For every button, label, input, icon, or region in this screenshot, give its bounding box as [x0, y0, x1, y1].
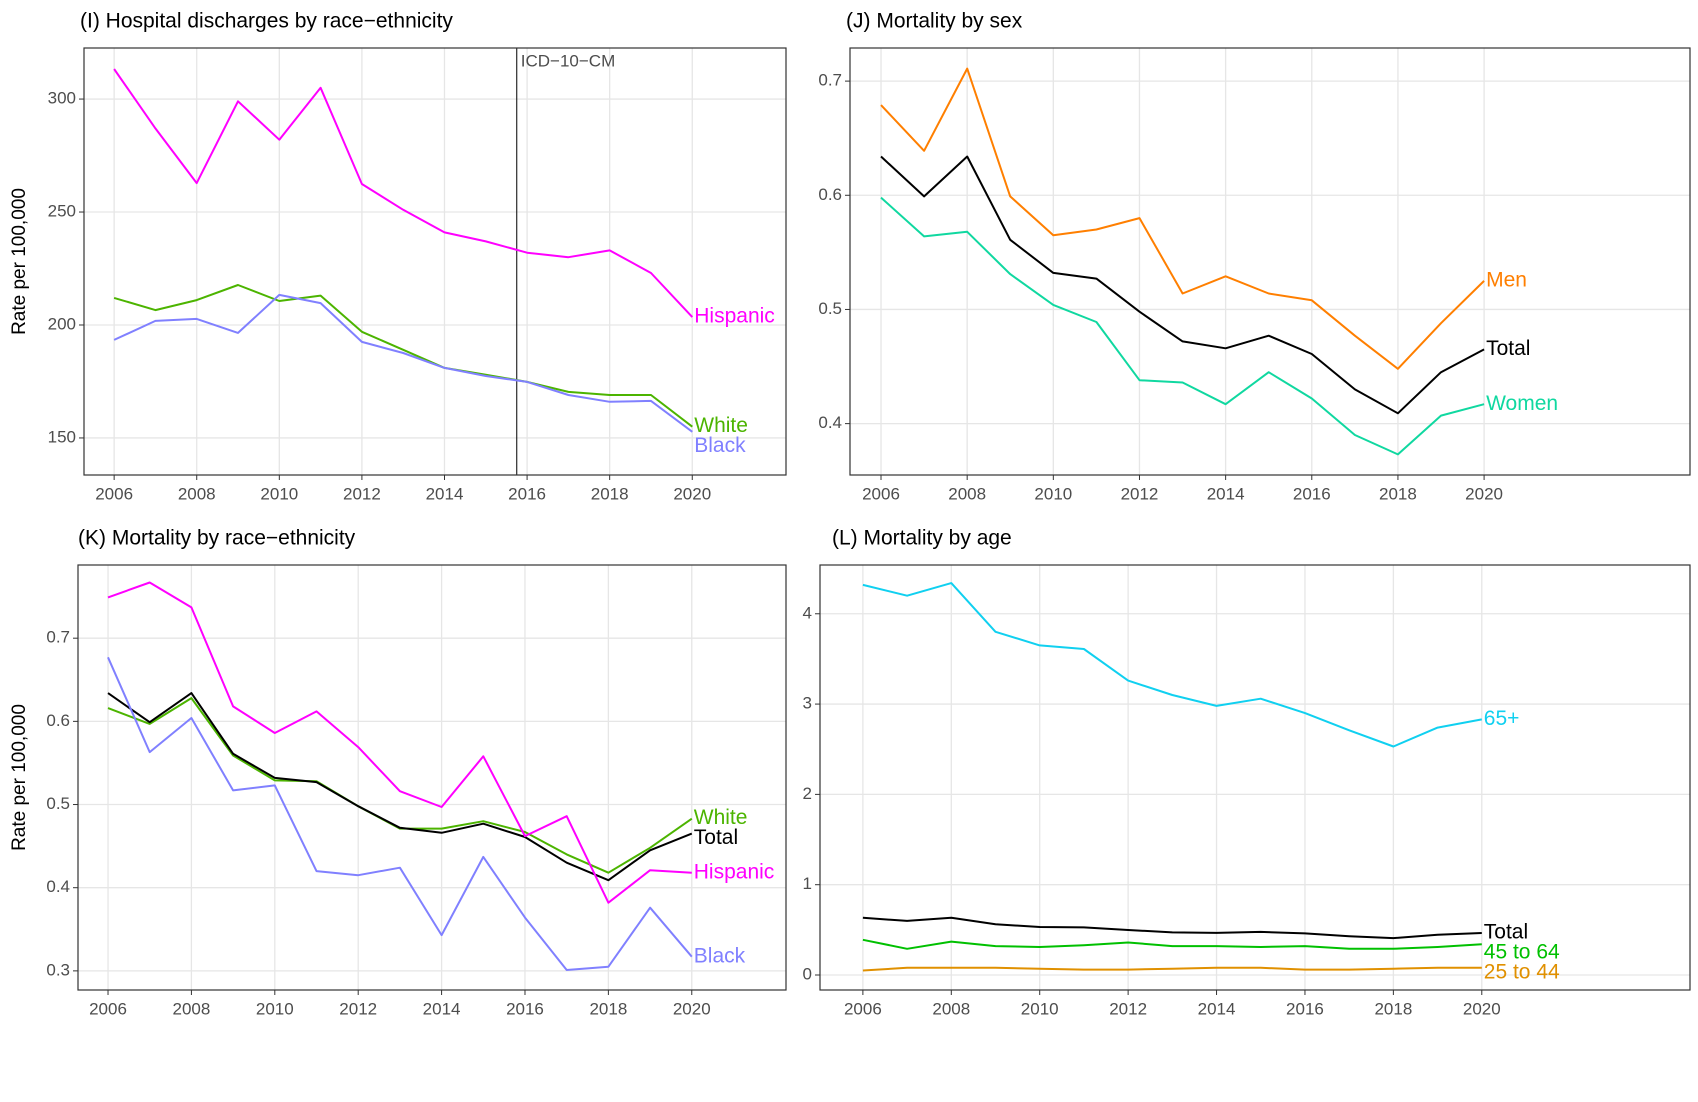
x-tick-label: 2014 — [426, 484, 464, 503]
annotation: ICD−10−CM — [521, 51, 615, 70]
panel-border — [819, 564, 1691, 991]
y-tick-label: 0.6 — [818, 185, 842, 204]
x-tick-label: 2006 — [844, 999, 882, 1018]
x-tick-label: 2018 — [1374, 999, 1412, 1018]
x-tick-label: 2010 — [256, 999, 294, 1018]
y-tick-label: 0.5 — [46, 794, 70, 813]
panel: (I) Hospital discharges by race−ethnicit… — [9, 10, 787, 503]
x-tick-label: 2014 — [423, 999, 461, 1018]
panel-title: (I) Hospital discharges by race−ethnicit… — [80, 10, 453, 33]
y-tick-label: 200 — [48, 314, 76, 333]
series-label: Women — [1486, 392, 1558, 415]
x-tick-label: 2016 — [1286, 999, 1324, 1018]
x-tick-label: 2020 — [1463, 999, 1501, 1018]
panel-border — [83, 47, 787, 476]
panel: (L) Mortality by age 0 1 2 3 4 2006 2008 2010 201… — [803, 527, 1691, 1018]
y-tick-label: 0.5 — [818, 299, 842, 318]
series-line — [880, 67, 1485, 370]
x-tick-label: 2018 — [589, 999, 627, 1018]
x-tick-label: 2020 — [1465, 484, 1503, 503]
series-line — [113, 284, 693, 428]
x-tick-label: 2010 — [1034, 484, 1072, 503]
y-tick-label: 0.3 — [46, 960, 70, 979]
y-tick-label: 300 — [48, 89, 76, 108]
panel-title: (K) Mortality by race−ethnicity — [78, 527, 356, 550]
plot-background — [78, 565, 786, 990]
series-line — [862, 582, 1482, 748]
series-line — [880, 196, 1485, 456]
x-tick-label: 2018 — [591, 484, 629, 503]
x-tick-label: 2008 — [178, 484, 216, 503]
y-axis-title: Rate per 100,000 — [9, 704, 30, 851]
y-tick-label: 150 — [48, 427, 76, 446]
x-tick-label: 2016 — [508, 484, 546, 503]
x-tick-label: 2010 — [1021, 999, 1059, 1018]
panel-border — [849, 47, 1691, 476]
series-label: 65+ — [1484, 707, 1520, 730]
plot-background — [820, 565, 1690, 990]
x-tick-label: 2014 — [1207, 484, 1245, 503]
series-line — [107, 581, 692, 904]
series-label: White — [694, 414, 748, 437]
x-tick-label: 2012 — [1109, 999, 1147, 1018]
y-tick-label: 0.6 — [46, 711, 70, 730]
series-line — [107, 656, 693, 971]
series-line — [862, 938, 1482, 950]
series-label: 25 to 44 — [1484, 961, 1560, 984]
y-tick-label: 0.7 — [818, 71, 842, 90]
series-label: Total — [1484, 921, 1528, 944]
x-tick-label: 2008 — [172, 999, 210, 1018]
series-label: 45 to 64 — [1484, 941, 1560, 964]
series-line — [113, 68, 694, 318]
x-tick-label: 2020 — [673, 999, 711, 1018]
x-tick-label: 2012 — [339, 999, 377, 1018]
panel-title: (J) Mortality by sex — [846, 10, 1023, 33]
x-tick-label: 2016 — [1293, 484, 1331, 503]
y-tick-label: 2 — [803, 784, 812, 803]
panel-title: (L) Mortality by age — [832, 527, 1012, 550]
y-axis-title: Rate per 100,000 — [9, 188, 30, 335]
series-label: Hispanic — [694, 860, 775, 883]
series-label: White — [694, 806, 748, 829]
x-tick-label: 2016 — [506, 999, 544, 1018]
series-label: Men — [1486, 268, 1527, 291]
x-tick-label: 2006 — [95, 484, 133, 503]
x-tick-label: 2006 — [89, 999, 127, 1018]
y-tick-label: 3 — [803, 694, 812, 713]
x-tick-label: 2014 — [1198, 999, 1236, 1018]
series-line — [862, 966, 1482, 972]
y-tick-label: 0 — [803, 964, 812, 983]
panel: (K) Mortality by race−ethnicity Rate per … — [9, 527, 787, 1018]
x-tick-label: 2008 — [932, 999, 970, 1018]
y-tick-label: 0.7 — [46, 628, 70, 647]
y-tick-label: 4 — [803, 603, 812, 622]
x-tick-label: 2018 — [1379, 484, 1417, 503]
x-tick-label: 2006 — [862, 484, 900, 503]
series-label: Total — [694, 826, 738, 849]
series-label: Black — [694, 944, 746, 967]
x-tick-label: 2008 — [948, 484, 986, 503]
series-label: Total — [1486, 337, 1530, 360]
x-tick-label: 2012 — [343, 484, 381, 503]
x-tick-label: 2010 — [260, 484, 298, 503]
series-line — [862, 916, 1482, 940]
y-tick-label: 250 — [48, 202, 76, 221]
panel: (J) Mortality by sex 0.4 0.5 0.6 0.7 2006 2008… — [818, 10, 1691, 503]
x-tick-label: 2020 — [673, 484, 711, 503]
series-label: Black — [694, 434, 746, 457]
series-line — [880, 155, 1485, 415]
panel-border — [77, 564, 787, 991]
x-tick-label: 2012 — [1121, 484, 1159, 503]
y-tick-label: 1 — [803, 874, 812, 893]
y-tick-label: 0.4 — [46, 877, 70, 896]
plot-background — [84, 48, 786, 475]
y-tick-label: 0.4 — [818, 413, 842, 432]
plot-background — [850, 48, 1690, 475]
series-label: Hispanic — [694, 305, 775, 328]
series-line — [113, 293, 693, 433]
